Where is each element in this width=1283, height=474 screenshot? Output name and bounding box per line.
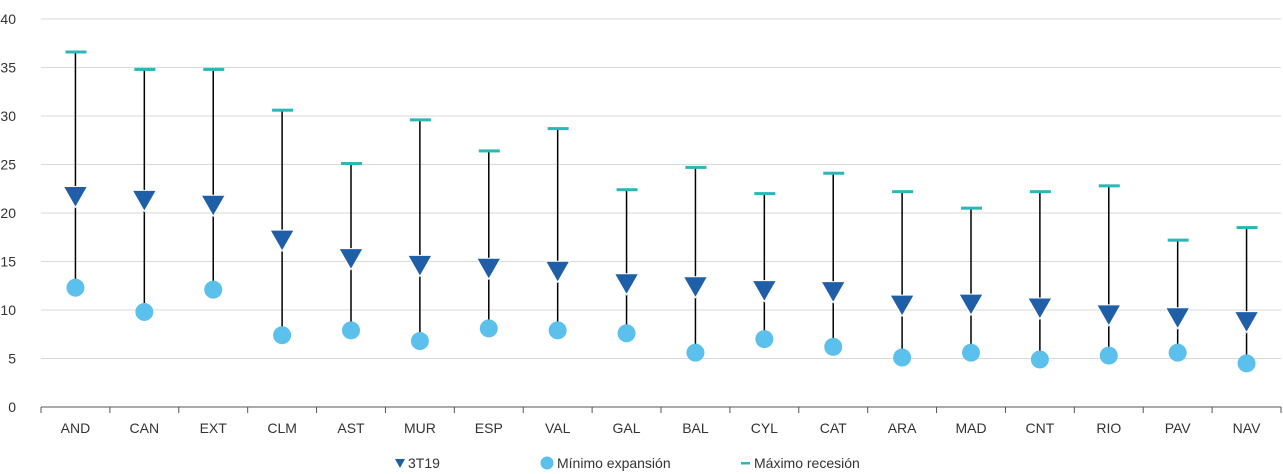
current-3t19-marker (475, 257, 502, 281)
min-expansion-marker (824, 337, 843, 356)
y-tick-label: 35 (0, 60, 16, 76)
max-recession-marker (203, 67, 225, 71)
y-tick-label: 30 (0, 108, 16, 124)
y-tick-label: 5 (8, 351, 16, 367)
legend-label: Máximo recesión (754, 455, 860, 471)
min-expansion-marker (342, 321, 360, 340)
x-tick-label: CAN (130, 420, 160, 436)
min-expansion-marker (204, 280, 223, 299)
min-expansion-marker (548, 321, 567, 340)
max-recession-marker (1029, 190, 1051, 194)
current-3t19-marker (820, 281, 847, 304)
current-3t19-marker (62, 186, 89, 209)
max-recession-marker (341, 162, 362, 166)
x-tick-label: MAD (955, 420, 986, 436)
current-3t19-marker (682, 276, 709, 299)
min-expansion-marker (617, 324, 636, 343)
y-tick-label: 20 (0, 205, 16, 221)
x-tick-label: NAV (1233, 420, 1261, 436)
max-recession-marker (892, 190, 914, 194)
min-expansion-marker (1030, 350, 1049, 369)
x-axis (40, 406, 1282, 413)
x-tick-label: ESP (475, 420, 503, 436)
current-3t19-marker (751, 280, 778, 303)
max-recession-marker (754, 192, 776, 196)
max-recession-marker (547, 127, 569, 131)
x-tick-label: AND (61, 420, 91, 436)
triangle-down-icon (395, 459, 405, 468)
y-tick-label: 25 (0, 157, 16, 173)
max-recession-marker (1098, 184, 1120, 188)
x-axis-ticks: AND CAN EXT CLM AST MUR ESP VAL GAL BAL CYL CAT ARA M… (61, 420, 1261, 436)
min-expansion-marker (273, 326, 292, 345)
range-lines (74, 51, 1248, 364)
max-recession-marker (616, 188, 638, 192)
current-3t19-marker (889, 294, 915, 318)
max-recession-marker (685, 165, 707, 169)
x-tick-label: AST (337, 420, 365, 436)
current-3t19-marker (200, 194, 227, 218)
dash-icon (741, 462, 750, 465)
min-expansion-marker (135, 302, 154, 321)
x-tick-label: GAL (613, 420, 641, 436)
circle-icon (540, 456, 554, 470)
range-chart: 0 5 10 15 20 25 30 35 40 AND CAN EXT CLM AST MUR ESP VA… (0, 11, 1282, 436)
y-tick-label: 0 (8, 399, 16, 415)
x-tick-label: BAL (682, 420, 709, 436)
current-3t19-marker (407, 254, 433, 278)
current-3t19-marker (613, 273, 640, 296)
x-tick-label: ARA (888, 420, 917, 436)
max-recession-marker (478, 149, 500, 153)
min-expansion-marker (686, 343, 705, 362)
current-3t19-marker (958, 293, 984, 317)
max-recession-marker (272, 108, 294, 112)
min-expansion-marker (66, 278, 85, 297)
x-tick-label: MUR (404, 420, 436, 436)
legend-label: Mínimo expansión (557, 455, 671, 471)
max-recession-marker (65, 50, 87, 54)
legend: 3T19 Mínimo expansión Máximo recesión (0, 455, 1283, 473)
min-expansion-marker (1237, 354, 1256, 373)
max-recession-marker (823, 171, 845, 175)
current-3t19-marker (338, 248, 364, 271)
x-tick-label: CNT (1025, 420, 1054, 436)
series-markers (62, 50, 1260, 373)
grid-lines (41, 18, 1281, 359)
x-tick-label: EXT (200, 420, 228, 436)
current-3t19-marker (1095, 304, 1122, 327)
min-expansion-marker (479, 319, 498, 338)
current-3t19-marker (1233, 311, 1260, 334)
current-3t19-marker (1164, 307, 1191, 330)
x-tick-label: CLM (267, 420, 297, 436)
min-expansion-marker (893, 348, 912, 367)
legend-label: 3T19 (408, 455, 440, 471)
x-tick-label: PAV (1165, 420, 1192, 436)
y-axis-ticks: 0 5 10 15 20 25 30 35 40 (0, 11, 16, 415)
max-recession-marker (1167, 238, 1189, 242)
current-3t19-marker (1027, 297, 1053, 321)
x-tick-label: VAL (545, 420, 571, 436)
current-3t19-marker (131, 189, 158, 213)
x-tick-label: CAT (820, 420, 847, 436)
max-recession-marker (961, 206, 982, 210)
min-expansion-marker (1168, 343, 1187, 362)
min-expansion-marker (755, 330, 774, 349)
max-recession-marker (134, 67, 156, 71)
legend-item-3t19: 3T19 (395, 455, 440, 471)
y-tick-label: 15 (0, 254, 16, 270)
legend-item-maximo-recesion: Máximo recesión (741, 455, 860, 471)
min-expansion-marker (1099, 346, 1118, 365)
y-tick-label: 40 (0, 11, 16, 27)
x-tick-label: RIO (1096, 420, 1121, 436)
x-tick-label: CYL (751, 420, 778, 436)
max-recession-marker (1236, 226, 1258, 230)
max-recession-marker (409, 118, 431, 122)
current-3t19-marker (269, 229, 295, 253)
current-3t19-marker (544, 260, 571, 284)
y-tick-label: 10 (0, 302, 16, 318)
legend-item-minimo-expansion: Mínimo expansión (540, 455, 671, 471)
min-expansion-marker (962, 343, 980, 362)
min-expansion-marker (410, 332, 429, 351)
